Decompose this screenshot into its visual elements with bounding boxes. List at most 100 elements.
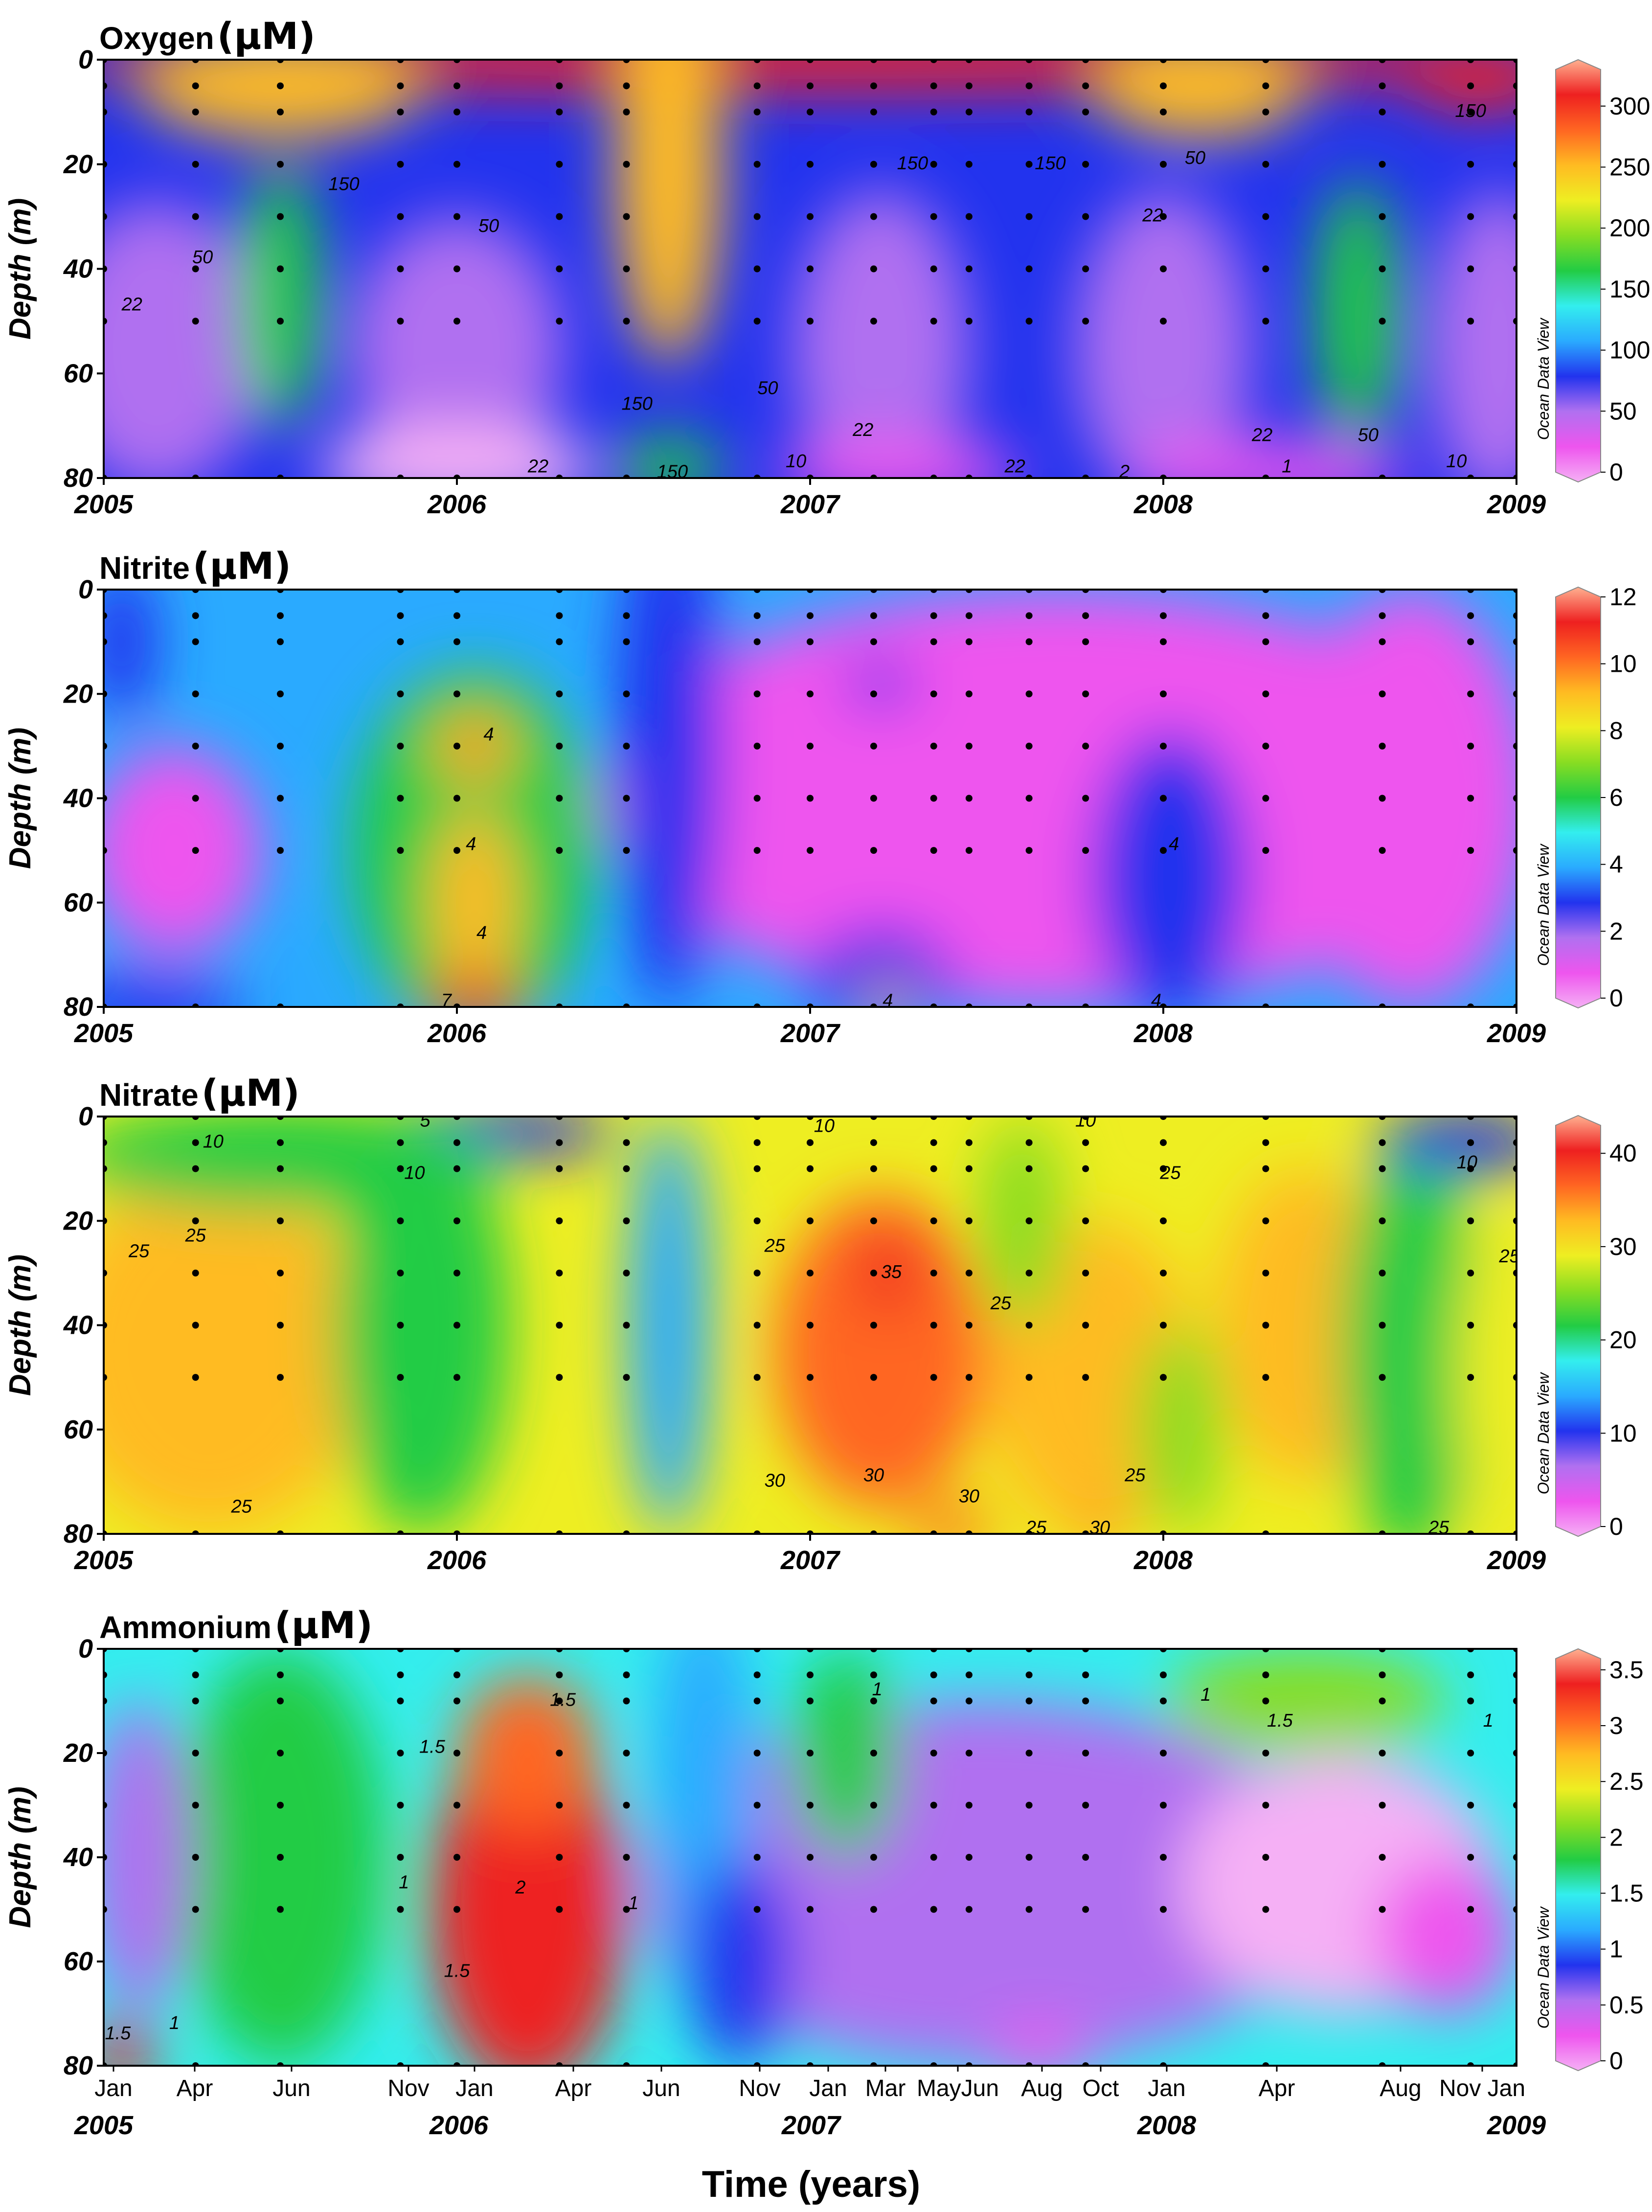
sample-point: [753, 742, 761, 750]
sample-point: [965, 1750, 973, 1756]
sample-point: [1025, 1165, 1033, 1172]
sample-point: [807, 213, 814, 220]
sample-point: [1082, 1671, 1089, 1679]
sample-point: [192, 1802, 199, 1809]
x-year-label: 2007: [781, 2111, 842, 2140]
sample-point: [753, 1374, 761, 1381]
sample-point: [1160, 742, 1167, 750]
sample-point: [870, 318, 877, 325]
sample-point: [277, 108, 284, 115]
y-tick-label: 60: [64, 888, 93, 917]
sample-point: [807, 1671, 814, 1679]
sample-point: [807, 1165, 814, 1172]
y-axis-title: Depth (m): [3, 198, 37, 340]
sample-point: [1262, 318, 1269, 325]
sample-point: [1262, 690, 1269, 698]
sample-point: [753, 612, 761, 619]
sample-point: [930, 1217, 937, 1225]
sample-point: [1262, 1217, 1269, 1225]
y-tick-label: 60: [64, 359, 93, 388]
heatmap-region: [1078, 1513, 1121, 1534]
sample-point: [1025, 265, 1033, 273]
sample-point: [623, 1802, 630, 1809]
sample-point: [870, 160, 877, 168]
heatmap-region: [104, 2024, 157, 2066]
contour-labels: 1.5 1 1.5 1.5 1 2 1.5 1 1 1 1.5 1: [105, 1679, 1493, 2044]
sample-point: [1467, 318, 1474, 325]
sample-point: [753, 1165, 761, 1172]
heatmap-region: [104, 1168, 369, 1534]
sample-point: [1160, 1269, 1167, 1277]
sample-point: [870, 612, 877, 619]
sample-point: [930, 82, 937, 90]
heatmap-region: [316, 426, 598, 478]
colorbar-scale: [1555, 59, 1601, 483]
colorbar-tick-label: 3.5: [1609, 1656, 1644, 1684]
sample-point: [397, 612, 404, 619]
sample-point: [930, 1750, 937, 1756]
contour-labels: 150 50 22 50 150 150 22 50 10 22 22 150 150 50 22 22 50 1…: [121, 101, 1486, 478]
sample-point: [930, 847, 937, 854]
sample-point: [397, 1671, 404, 1679]
sample-point: [930, 638, 937, 645]
sample-point: [965, 1697, 973, 1705]
x-tick-label: 2009: [1487, 1019, 1546, 1048]
sample-point: [753, 318, 761, 325]
sample-point: [1262, 1906, 1269, 1913]
x-tick-label: 2005: [74, 490, 134, 519]
heatmap-region: [139, 60, 422, 138]
sample-point: [1379, 1374, 1386, 1381]
sample-point: [1379, 108, 1386, 115]
sample-point: [807, 612, 814, 619]
panel-title: Ammonium(μM): [99, 1603, 373, 1647]
sample-point: [870, 1165, 877, 1172]
contour-labels: 4 4 4 7 4 4 4: [441, 725, 1179, 1011]
sample-point: [623, 690, 630, 698]
heatmap-region: [1092, 60, 1305, 138]
x-tick-label: 2005: [74, 1546, 134, 1575]
contour-label: 22: [852, 420, 873, 440]
y-tick-label: 20: [63, 1206, 93, 1235]
sample-point: [277, 82, 284, 90]
sample-point: [965, 1374, 973, 1381]
heatmap-region: [1375, 1857, 1516, 2014]
sample-point: [930, 742, 937, 750]
sample-point: [556, 795, 563, 802]
sample-point: [192, 1750, 199, 1756]
sample-point: [1379, 82, 1386, 90]
x-month-label: Jun: [642, 2075, 680, 2101]
sample-point: [1082, 1802, 1089, 1809]
sample-point: [397, 213, 404, 220]
contour-label: 10: [1457, 1152, 1477, 1173]
sample-point: [753, 1671, 761, 1679]
sample-point: [453, 1139, 460, 1146]
sample-point: [930, 1906, 937, 1913]
sample-point: [870, 1322, 877, 1329]
sample-point: [870, 690, 877, 698]
sample-point: [1025, 1854, 1033, 1861]
sample-point: [1025, 1906, 1033, 1913]
contour-label: 50: [757, 378, 778, 398]
sample-point: [965, 1322, 973, 1329]
heatmap-region: [615, 60, 722, 363]
sample-point: [277, 1697, 284, 1705]
sample-point: [192, 213, 199, 220]
sample-point: [556, 690, 563, 698]
sample-point: [1025, 1750, 1033, 1756]
sample-point: [1025, 82, 1033, 90]
colorbar-tick-label: 0.5: [1609, 1991, 1644, 2019]
sample-point: [277, 160, 284, 168]
sample-point: [1160, 318, 1167, 325]
sample-point: [870, 638, 877, 645]
sample-point: [192, 1269, 199, 1277]
sample-point: [930, 1269, 937, 1277]
contour-label: 4: [1151, 990, 1161, 1011]
sample-point: [623, 1217, 630, 1225]
sample-point: [556, 213, 563, 220]
sample-point: [1025, 318, 1033, 325]
sample-point: [1467, 1802, 1474, 1809]
x-month-label: Apr: [1259, 2075, 1295, 2101]
x-tick-label: 2009: [1487, 1546, 1546, 1575]
y-tick-label: 60: [64, 1415, 93, 1444]
